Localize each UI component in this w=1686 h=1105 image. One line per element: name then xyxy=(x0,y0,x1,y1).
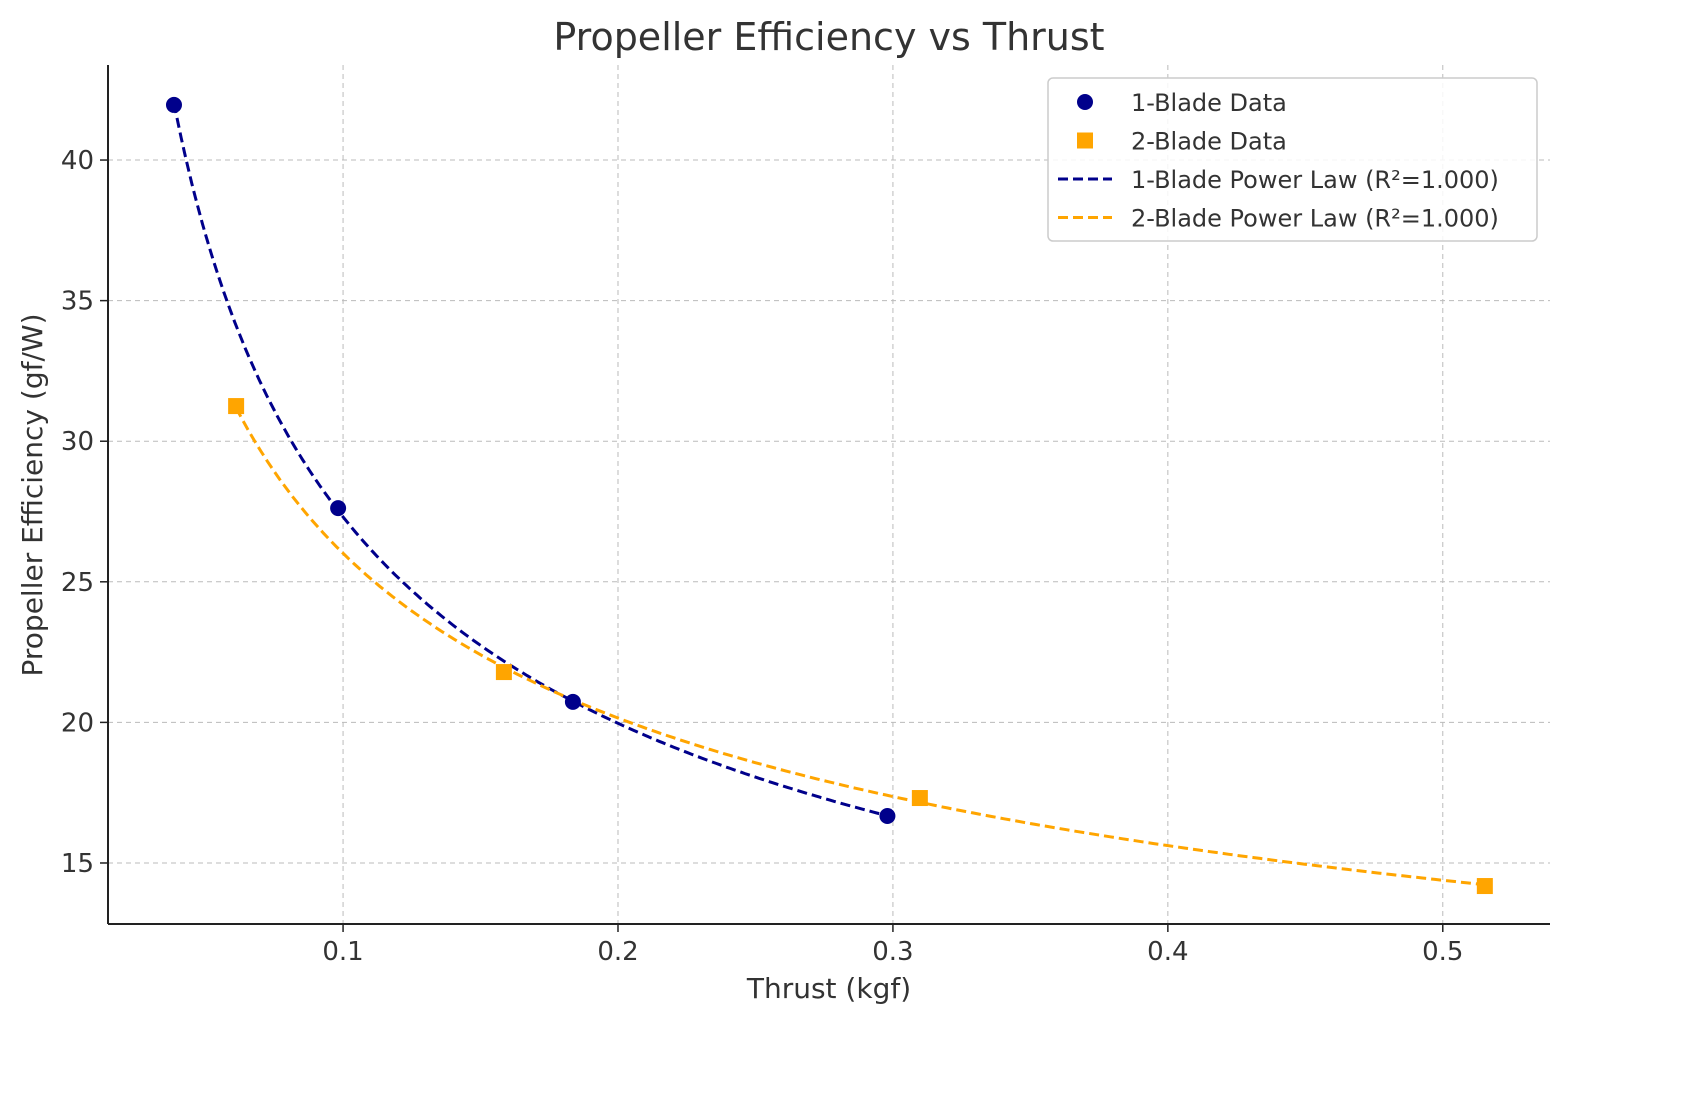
y-axis-label: Propeller Efficiency (gf/W) xyxy=(16,314,49,677)
y-tick-label: 15 xyxy=(61,849,94,879)
x-tick-label: 0.3 xyxy=(872,937,913,967)
y-tick-label: 30 xyxy=(61,427,94,457)
chart-title: Propeller Efficiency vs Thrust xyxy=(553,15,1104,59)
x-tick-label: 0.5 xyxy=(1422,937,1463,967)
data-point-circle xyxy=(165,96,182,113)
data-point-square xyxy=(228,398,245,415)
data-point-circle xyxy=(564,693,581,710)
ticks: 0.1 0.2 0.3 0.4 0.5 15 20 25 30 35 40 xyxy=(61,146,1464,967)
data-point-square xyxy=(1476,878,1493,895)
axes xyxy=(107,65,1550,925)
data-point-square xyxy=(495,664,512,681)
legend-label: 1-Blade Data xyxy=(1131,89,1287,117)
data-point-circle xyxy=(330,500,347,517)
x-tick-label: 0.2 xyxy=(597,937,638,967)
legend-box xyxy=(1047,77,1538,242)
x-axis-label: Thrust (kgf) xyxy=(746,972,911,1005)
x-tick-label: 0.1 xyxy=(322,937,363,967)
y-tick-label: 25 xyxy=(61,568,94,598)
data-points xyxy=(165,96,1493,895)
legend-label: 1-Blade Power Law (R²=1.000) xyxy=(1131,166,1499,194)
legend-marker-square xyxy=(1077,132,1093,149)
fit-line-2 xyxy=(172,102,888,818)
y-tick-label: 20 xyxy=(61,708,94,738)
legend-marker-circle xyxy=(1077,94,1093,110)
y-tick-label: 35 xyxy=(61,287,94,317)
y-tick-label: 40 xyxy=(61,146,94,176)
legend-label: 2-Blade Data xyxy=(1131,128,1287,156)
fit-lines xyxy=(172,102,1485,887)
legend: 1-Blade Data 2-Blade Data 1-Blade Power La… xyxy=(1047,77,1538,242)
fit-line-3 xyxy=(234,407,1485,887)
legend-label: 2-Blade Power Law (R²=1.000) xyxy=(1131,205,1499,233)
x-tick-label: 0.4 xyxy=(1147,937,1188,967)
data-point-square xyxy=(911,790,928,807)
data-point-circle xyxy=(879,808,896,825)
